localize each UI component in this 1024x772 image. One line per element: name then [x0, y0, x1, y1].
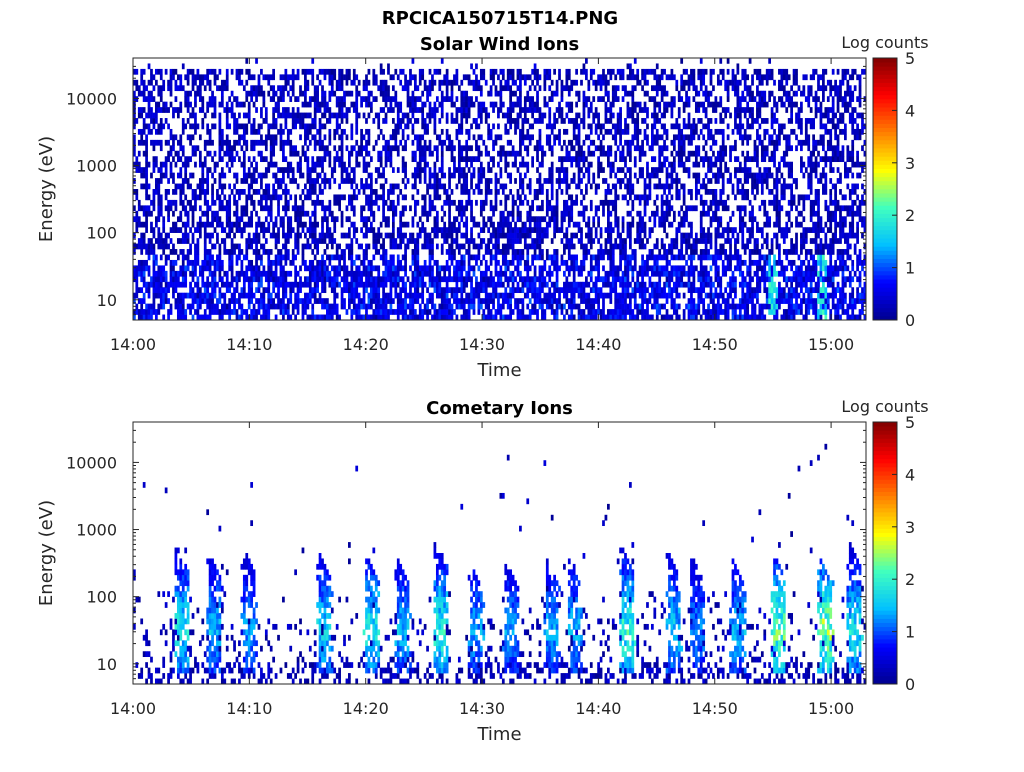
colorbar-tick-label: 2 — [905, 570, 915, 589]
colorbar-tick-label: 3 — [905, 154, 915, 173]
x-axis-label: Time — [476, 360, 521, 381]
panel-solar-wind: Solar Wind Ions 14:00 14:10 14:20 14:30 14:40… — [36, 33, 929, 381]
colorbar-tick-label: 3 — [905, 518, 915, 537]
x-tick-label: 14:10 — [226, 699, 272, 718]
y-tick-label: 1000 — [76, 521, 117, 540]
x-tick-label: 14:20 — [343, 335, 389, 354]
colorbar-label: Log counts — [841, 397, 928, 416]
x-tick-label: 14:00 — [110, 699, 156, 718]
panel-title: Cometary Ions — [426, 398, 573, 419]
y-tick-label: 10 — [97, 291, 117, 310]
y-tick-label: 10000 — [66, 89, 117, 108]
y-tick-label: 1000 — [76, 157, 117, 176]
y-tick-label: 100 — [86, 224, 117, 243]
x-tick-label: 15:00 — [808, 335, 854, 354]
colorbar-tick-label: 0 — [905, 675, 915, 694]
colorbar-tick-label: 4 — [905, 101, 915, 120]
x-tick-label: 14:40 — [575, 699, 621, 718]
heatmap — [133, 444, 866, 684]
x-tick-label: 14:00 — [110, 335, 156, 354]
colorbar-tick-label: 1 — [905, 623, 915, 642]
x-tick-label: 15:00 — [808, 699, 854, 718]
y-tick-label: 10000 — [66, 453, 117, 472]
x-tick-label: 14:50 — [692, 335, 738, 354]
y-axis-label: Energy (eV) — [36, 136, 57, 242]
y-tick-label: 100 — [86, 588, 117, 607]
colorbar-tick-label: 4 — [905, 465, 915, 484]
y-axis-label: Energy (eV) — [36, 500, 57, 606]
x-tick-label: 14:30 — [459, 335, 505, 354]
colorbar — [873, 58, 897, 320]
x-tick-label: 14:30 — [459, 699, 505, 718]
x-tick-label: 14:10 — [226, 335, 272, 354]
colorbar-tick-label: 2 — [905, 206, 915, 225]
colorbar-tick-label: 1 — [905, 259, 915, 278]
x-axis-label: Time — [476, 724, 521, 745]
x-tick-label: 14:40 — [575, 335, 621, 354]
panel-title: Solar Wind Ions — [420, 34, 579, 55]
x-tick-label: 14:20 — [343, 699, 389, 718]
colorbar — [873, 422, 897, 684]
figure-title: RPCICA150715T14.PNG — [382, 8, 618, 29]
heatmap — [133, 58, 866, 320]
colorbar-label: Log counts — [841, 33, 928, 52]
y-tick-label: 10 — [97, 655, 117, 674]
colorbar-tick-label: 0 — [905, 311, 915, 330]
x-tick-label: 14:50 — [692, 699, 738, 718]
